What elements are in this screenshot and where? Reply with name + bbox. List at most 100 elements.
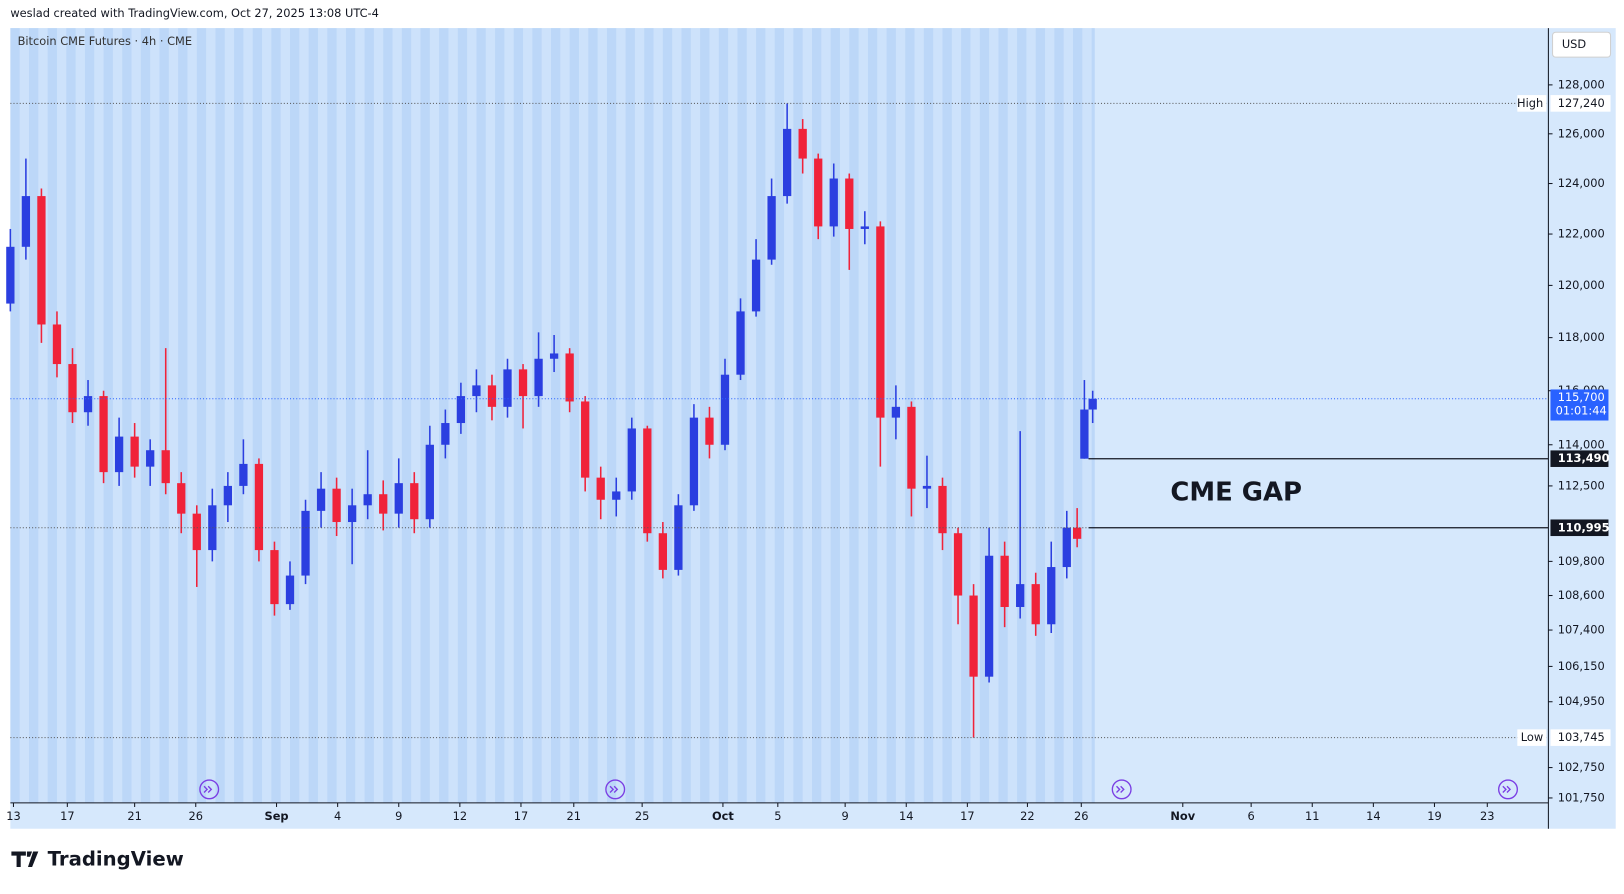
- price-name: Low: [1521, 730, 1543, 744]
- candle-body: [565, 353, 574, 402]
- event-marker[interactable]: [1111, 779, 1132, 800]
- candle-body: [1047, 567, 1056, 625]
- price-label-bg: [1550, 95, 1611, 112]
- logo-mark: [11, 851, 39, 868]
- y-tick-label: 102,750: [1558, 760, 1605, 774]
- x-tick-label: 17: [514, 809, 528, 823]
- candle-body: [192, 513, 201, 551]
- x-tick-label: 21: [127, 809, 141, 823]
- event-marker[interactable]: [1498, 779, 1518, 800]
- candle-body: [348, 505, 357, 523]
- candle-body: [410, 483, 419, 520]
- candle-body: [938, 485, 947, 534]
- candle-body: [254, 463, 264, 551]
- current-price-bg: [1550, 389, 1609, 421]
- candle-body: [487, 385, 497, 407]
- candle-body: [767, 196, 776, 260]
- price-name: High: [1517, 96, 1543, 110]
- marks: 101,750 102,750 104,950 106,150 107,400 108,6…: [6, 77, 1611, 823]
- event-marker[interactable]: [605, 779, 626, 800]
- candle-body: [922, 485, 932, 489]
- candle-body: [223, 485, 232, 506]
- x-tick-label: 9: [395, 809, 402, 823]
- time-axis-bg: [10, 802, 1549, 829]
- candle-body: [1016, 584, 1025, 607]
- candle-body: [301, 510, 310, 576]
- candle-body: [1062, 527, 1071, 568]
- candle-body: [518, 369, 528, 397]
- candle-body: [270, 550, 279, 605]
- logo: TradingView: [11, 847, 184, 870]
- y-tick-label: 126,000: [1558, 126, 1605, 140]
- candle-body: [845, 178, 854, 229]
- y-tick-label: 122,000: [1558, 227, 1605, 241]
- y-tick-label: 112,500: [1558, 478, 1605, 492]
- candle-body: [751, 259, 761, 312]
- candle-body: [37, 196, 46, 325]
- price-label-bg: [1550, 450, 1609, 467]
- candle-body: [83, 396, 93, 413]
- marker-arrow: [1116, 785, 1125, 793]
- event-marker[interactable]: [199, 779, 220, 800]
- marker-arrow: [1502, 785, 1512, 793]
- y-tick-label: 101,750: [1558, 790, 1605, 804]
- countdown: 01:01:44: [1556, 404, 1607, 418]
- candle-body: [891, 406, 901, 418]
- x-tick-label: 25: [635, 809, 649, 823]
- candle-body: [99, 396, 108, 473]
- candle-body: [1073, 527, 1082, 539]
- x-tick-label: 22: [1020, 809, 1034, 823]
- y-tick-label: 104,950: [1558, 694, 1605, 708]
- x-tick-label: Nov: [1170, 809, 1195, 823]
- currency[interactable]: USD: [1562, 37, 1587, 51]
- candle-body: [316, 488, 326, 511]
- candle-body: [114, 436, 124, 473]
- candle-body: [643, 428, 652, 534]
- y-tick-label: 114,000: [1558, 437, 1605, 451]
- candle-body: [441, 423, 450, 445]
- candle-body: [658, 533, 667, 570]
- y-tick-label: 118,000: [1558, 330, 1605, 344]
- x-tick-label: Sep: [265, 809, 289, 823]
- currency-button[interactable]: [1552, 31, 1612, 58]
- candle-body: [1031, 584, 1040, 625]
- price-name-bg: [1517, 95, 1547, 112]
- candle-body: [814, 158, 823, 227]
- y-tick-label: 106,150: [1558, 659, 1605, 673]
- x-tick-label: 23: [1480, 809, 1494, 823]
- annotation: CME GAP: [1170, 478, 1302, 508]
- candle-body: [503, 369, 512, 407]
- logo-text: TradingView: [48, 847, 184, 870]
- x-tick-label: 26: [189, 809, 203, 823]
- candle-body: [969, 595, 978, 677]
- marker-arrow: [609, 785, 619, 793]
- price-label-bg: [1550, 519, 1609, 537]
- x-tick-label: 17: [60, 809, 74, 823]
- symbol-title: Bitcoin CME Futures · 4h · CME: [18, 34, 192, 48]
- y-tick-label: 108,600: [1558, 588, 1605, 602]
- price-name-bg: [1517, 729, 1547, 746]
- candle-body: [146, 450, 155, 467]
- candle-body: [239, 463, 248, 486]
- candle-body: [581, 401, 590, 478]
- x-tick-label: 19: [1427, 809, 1441, 823]
- price-label: 113,490: [1558, 451, 1610, 465]
- x-tick-label: 5: [774, 809, 781, 823]
- price-axis-bg: [1548, 28, 1616, 829]
- candle-body: [332, 488, 341, 523]
- scroll-markers: [199, 779, 1518, 800]
- x-tick-label: 17: [960, 809, 974, 823]
- candle-body: [472, 385, 481, 397]
- price-label: 103,745: [1558, 730, 1605, 744]
- x-tick-label: 12: [453, 809, 467, 823]
- candle-body: [1088, 398, 1097, 410]
- x-tick-label: 14: [899, 809, 913, 823]
- candle-body: [953, 533, 963, 596]
- session-shading: [10, 28, 1095, 803]
- x-tick-label: 6: [1248, 809, 1255, 823]
- candle-body: [689, 417, 699, 506]
- candle-body: [783, 128, 792, 197]
- candle-body: [21, 196, 31, 247]
